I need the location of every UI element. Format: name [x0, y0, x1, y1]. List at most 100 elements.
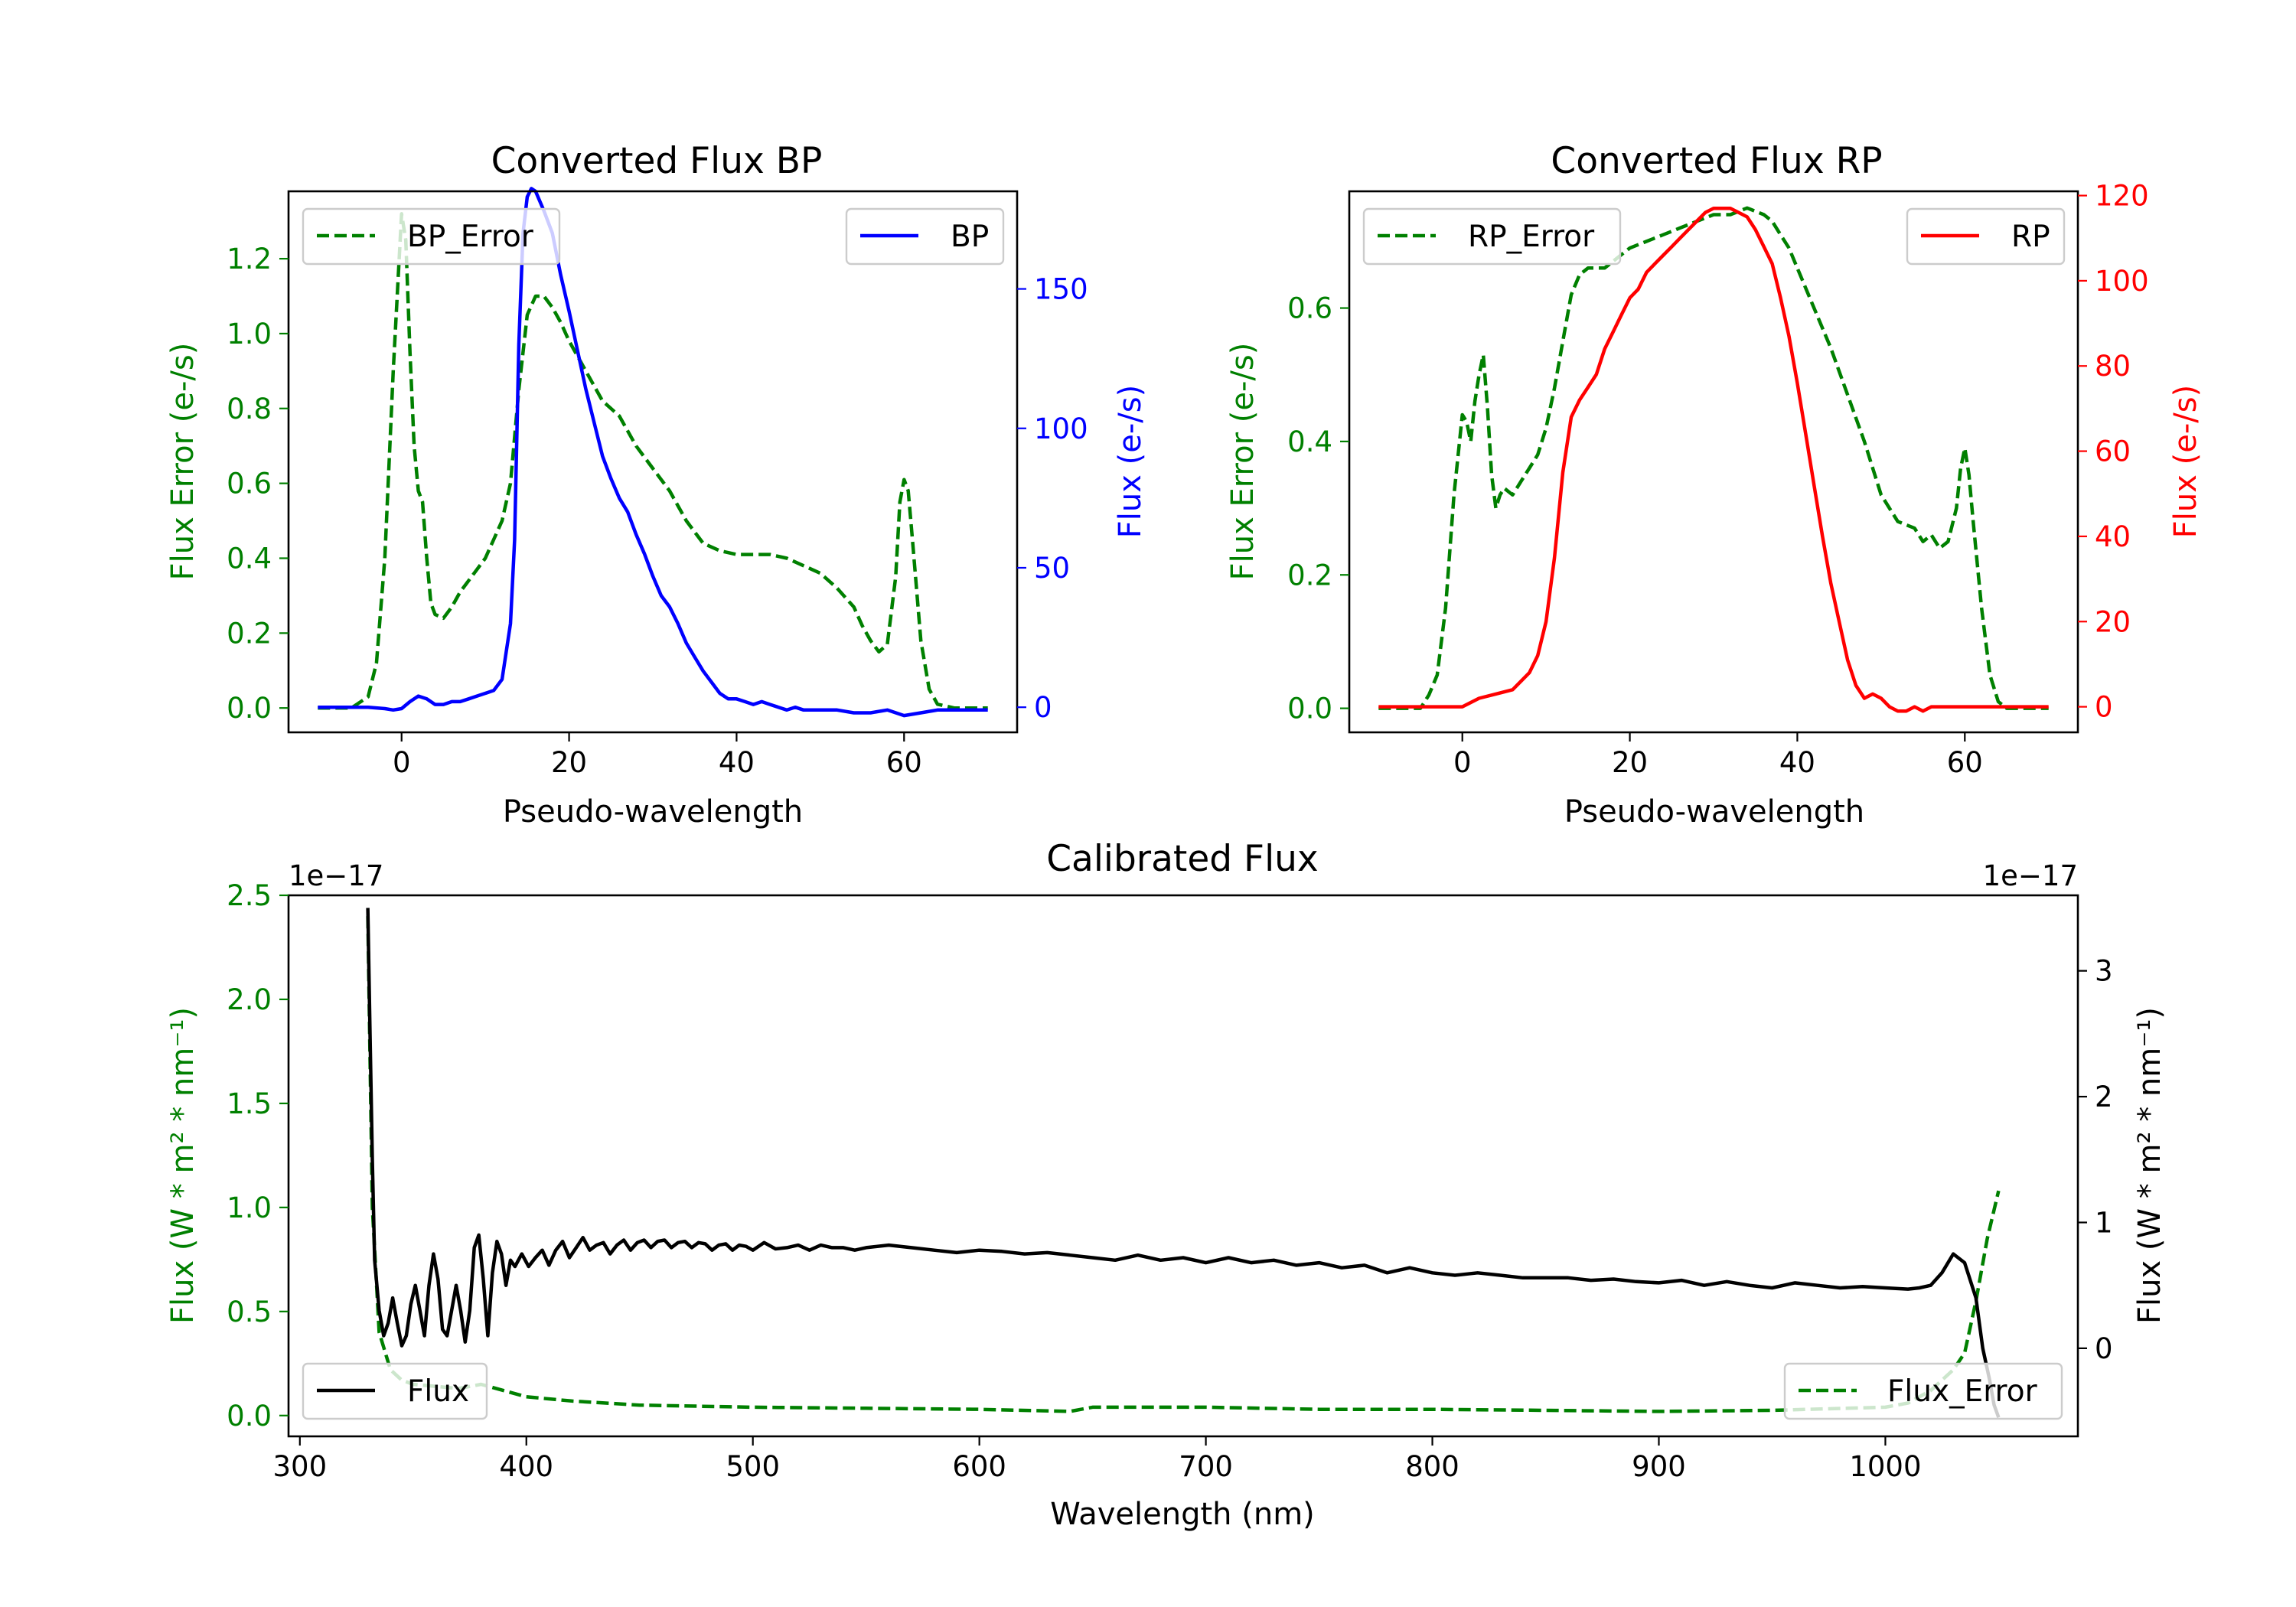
cal-x-axis-label: Wavelength (nm) [1050, 1497, 1315, 1532]
cal-left-ticks: 0.0 0.5 1.0 1.5 2.0 2.5 [227, 879, 289, 1433]
cal-right-tick-label: 3 [2095, 955, 2113, 988]
cal-left-tick-label: 2.0 [227, 983, 272, 1016]
cal-right-tick-label: 2 [2095, 1081, 2113, 1113]
rp-right-tick-label: 80 [2095, 350, 2131, 383]
cal-legend-flux: Flux [302, 1362, 488, 1420]
bp-right-tick-label: 0 [1034, 691, 1052, 724]
bp-legend-error: BP_Error [302, 207, 561, 266]
rp-legend-error-label: RP_Error [1468, 220, 1595, 254]
rp-series-rp [1378, 207, 2049, 713]
cal-right-tick-label: 1 [2095, 1206, 2113, 1239]
cal-title: Calibrated Flux [1046, 838, 1319, 880]
cal-x-ticks: 300 400 500 600 700 800 900 1000 [272, 1436, 1922, 1483]
bp-right-ticks: 0 50 100 150 [1017, 273, 1088, 724]
cal-right-tick-label: 0 [2095, 1332, 2113, 1365]
cal-left-tick-label: 1.0 [227, 1191, 272, 1224]
rp-series-layer [1378, 206, 2049, 713]
bp-plot-frame [287, 190, 1019, 734]
bp-title: Converted Flux BP [491, 140, 823, 182]
rp-left-tick-label: 0.6 [1287, 292, 1332, 325]
rp-right-tick-label: 0 [2095, 691, 2113, 724]
cal-left-tick-label: 0.5 [227, 1296, 272, 1328]
rp-series-rp-error [1378, 206, 2049, 710]
bp-x-tick-label: 40 [719, 746, 755, 779]
cal-x-tick-label: 800 [1405, 1450, 1459, 1483]
rp-left-tick-label: 0.2 [1287, 559, 1332, 592]
cal-legend-error-box [1783, 1362, 2063, 1420]
bp-left-ticks: 0.0 0.2 0.4 0.6 0.8 1.0 1.2 [227, 243, 289, 725]
cal-legend-flux-box [302, 1362, 488, 1420]
cal-left-axis-label: Flux (W * m² * nm⁻¹) [165, 1007, 201, 1324]
bp-left-tick-label: 1.2 [227, 243, 272, 275]
rp-plot-frame [1348, 190, 2079, 734]
cal-right-axis-label: Flux (W * m² * nm⁻¹) [2132, 1007, 2167, 1324]
bp-legend-error-box [302, 207, 561, 266]
cal-x-tick-label: 600 [952, 1450, 1006, 1483]
cal-right-offset: 1e−17 [1983, 859, 2078, 892]
rp-left-ticks: 0.0 0.2 0.4 0.6 [1287, 292, 1349, 725]
cal-panel: Calibrated Flux 1e−17 1e−17 300 400 500 600… [165, 838, 2167, 1532]
rp-legend-flux-label: RP [2011, 220, 2050, 254]
rp-x-ticks: 0 20 40 60 [1453, 732, 1983, 779]
cal-legend-flux-label: Flux [407, 1374, 469, 1409]
rp-legend-flux: RP [1906, 207, 2066, 266]
cal-legend-error: Flux_Error [1783, 1362, 2063, 1420]
cal-x-tick-label: 700 [1179, 1450, 1233, 1483]
bp-left-tick-label: 0.6 [227, 468, 272, 500]
rp-title: Converted Flux RP [1551, 140, 1882, 182]
rp-right-tick-label: 60 [2095, 435, 2131, 468]
cal-x-tick-label: 500 [726, 1450, 780, 1483]
rp-x-tick-label: 40 [1779, 746, 1815, 779]
bp-series-bp [318, 187, 988, 718]
bp-x-tick-label: 20 [551, 746, 587, 779]
rp-x-tick-label: 0 [1453, 746, 1472, 779]
cal-x-tick-label: 900 [1632, 1450, 1686, 1483]
rp-legend-error: RP_Error [1362, 207, 1622, 266]
bp-right-tick-label: 50 [1034, 552, 1070, 585]
cal-left-tick-label: 0.0 [227, 1400, 272, 1433]
rp-right-axis-label: Flux (e-/s) [2168, 385, 2203, 538]
rp-left-tick-label: 0.4 [1287, 425, 1332, 458]
rp-legend-error-box [1362, 207, 1622, 266]
cal-x-tick-label: 1000 [1849, 1450, 1921, 1483]
bp-legend-flux: BP [845, 207, 1005, 266]
cal-legend-error-label: Flux_Error [1887, 1374, 2038, 1409]
bp-series-bp-error [318, 212, 988, 710]
rp-x-tick-label: 20 [1612, 746, 1648, 779]
bp-panel: Converted Flux BP 0 20 40 60 0.00.20.40.60.… [165, 140, 1148, 830]
bp-right-tick-label: 150 [1034, 273, 1088, 306]
bp-x-ticks: 0 20 40 60 [393, 732, 922, 779]
bp-x-tick-label: 60 [886, 746, 922, 779]
cal-left-tick-label: 1.5 [227, 1087, 272, 1120]
bp-right-tick-label: 100 [1034, 412, 1088, 445]
cal-x-tick-label: 300 [272, 1450, 327, 1483]
bp-right-axis-label: Flux (e-/s) [1113, 385, 1148, 538]
bp-left-tick-label: 0.8 [227, 393, 272, 425]
rp-right-ticks: 0 20 40 60 80 100 120 [2078, 180, 2149, 724]
cal-series-flux [366, 908, 2001, 1419]
rp-right-tick-label: 100 [2095, 265, 2149, 298]
bp-x-axis-label: Pseudo-wavelength [503, 794, 803, 830]
bp-left-tick-label: 0.0 [227, 692, 272, 725]
bp-left-tick-label: 1.0 [227, 318, 272, 350]
rp-right-tick-label: 20 [2095, 605, 2131, 638]
rp-right-tick-label: 120 [2095, 180, 2149, 213]
bp-x-tick-label: 0 [393, 746, 411, 779]
bp-left-axis-label: Flux Error (e-/s) [165, 343, 201, 581]
rp-panel: Converted Flux RP 0 20 40 60 0.0 0.2 0.4 0.6 0… [1225, 140, 2203, 830]
rp-right-tick-label: 40 [2095, 520, 2131, 553]
bp-left-tick-label: 0.4 [227, 542, 272, 575]
rp-left-tick-label: 0.0 [1287, 693, 1332, 725]
cal-left-tick-label: 2.5 [227, 879, 272, 912]
cal-plot-frame [287, 894, 2079, 1438]
cal-right-ticks: 0 1 2 3 [2078, 955, 2113, 1365]
bp-left-tick-label: 0.2 [227, 617, 272, 650]
bp-legend-error-label: BP_Error [407, 220, 534, 254]
cal-left-offset: 1e−17 [289, 859, 383, 892]
bp-legend-flux-label: BP [951, 220, 989, 254]
rp-left-axis-label: Flux Error (e-/s) [1225, 343, 1261, 581]
cal-x-tick-label: 400 [499, 1450, 553, 1483]
bp-legend-flux-box [845, 207, 1005, 266]
rp-x-axis-label: Pseudo-wavelength [1564, 794, 1864, 830]
